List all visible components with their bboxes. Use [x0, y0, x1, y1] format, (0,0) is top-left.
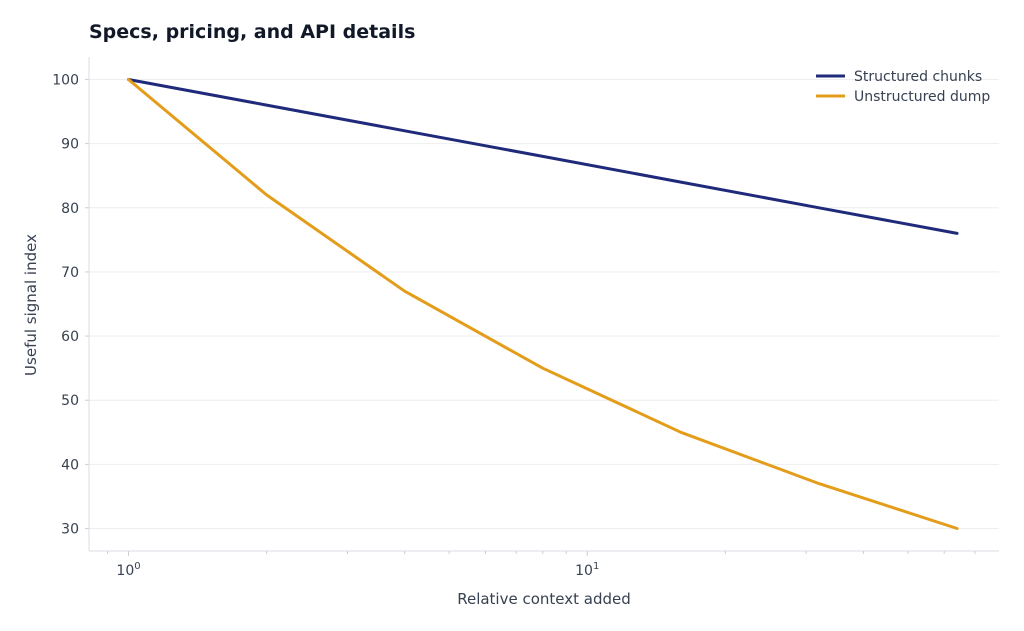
y-tick-label: 100	[52, 72, 79, 88]
ticks: 30 40 50 60 70 80 90 100 100 101	[52, 72, 976, 579]
y-tick-label: 30	[61, 522, 79, 538]
legend-label-2: Unstructured dump	[854, 89, 990, 105]
series	[127, 78, 959, 530]
x-tick-label: 100	[116, 561, 140, 579]
legend-label-1: Structured chunks	[854, 69, 982, 85]
x-axis-label: Relative context added	[457, 590, 631, 608]
grid	[89, 78, 999, 530]
axes	[88, 57, 999, 552]
y-tick-label: 50	[61, 393, 79, 409]
y-tick-label: 60	[61, 329, 79, 345]
y-axis-label: Useful signal index	[22, 234, 40, 376]
legend: Structured chunks Unstructured dump	[816, 69, 990, 105]
y-tick-label: 80	[61, 201, 79, 217]
series-line-2	[127, 78, 959, 530]
y-tick-label: 40	[61, 457, 79, 473]
chart-title: Specs, pricing, and API details	[89, 21, 416, 43]
y-tick-label: 90	[61, 137, 79, 153]
series-line-1	[127, 78, 959, 235]
y-tick-label: 70	[61, 265, 79, 281]
x-tick-label: 101	[575, 561, 599, 579]
